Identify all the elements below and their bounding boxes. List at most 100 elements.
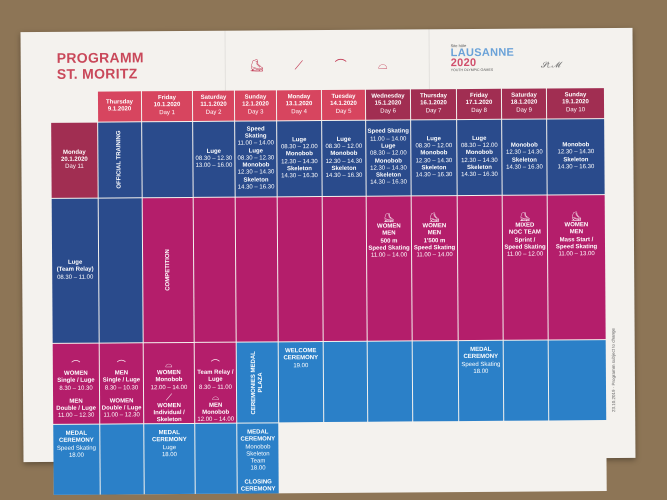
- ceremonies-cell: [100, 424, 144, 495]
- official-text: 14.30 – 16.30: [325, 172, 363, 180]
- ceremonies-text: CEREMONY: [283, 355, 319, 362]
- day-header: Friday 10.1.2020 Day 1: [141, 90, 193, 122]
- ceremonies-cell: WELCOME CEREMONY 19.00: [278, 342, 324, 423]
- competition-text: MEN: [427, 230, 442, 237]
- speed-skater-icon: ⛸: [519, 211, 531, 222]
- day-header: Saturday 18.1.2020 Day 9: [501, 88, 547, 119]
- ceremonies-cell: [503, 340, 549, 421]
- logo-subtitle: YOUTH OLYMPIC GAMES: [450, 67, 494, 73]
- official-text: Luge: [248, 147, 264, 155]
- day-header-day: Day 1: [159, 109, 175, 116]
- competition-text: 500 m: [380, 238, 398, 245]
- signature-mark: 𝓢t.𝓜: [540, 60, 561, 70]
- official-text: Luge: [206, 148, 222, 155]
- competition-cell: ⛸ WOMEN MEN 1'500 m Speed Skating 11.00 – 14.…: [411, 196, 458, 341]
- official-text: 12.30 – 14.30: [281, 158, 318, 165]
- ceremonies-cell: MEDAL CEREMONY Speed Skating 18.00: [458, 340, 504, 422]
- row-label-ceremonies: CEREMONIES MEDAL PLAZA: [236, 342, 279, 423]
- day-header-date: 9.1.2020: [107, 106, 132, 113]
- row-label-text: OFFICIAL TRAINING: [116, 130, 123, 190]
- luge-icon: ⌒: [116, 359, 126, 370]
- competition-text: 8.30 – 11.00: [199, 384, 232, 391]
- official-text: Luge: [472, 135, 487, 142]
- official-cell: Luge 08.30 – 12.00 Monobob 12.30 – 14.30 Ske…: [411, 120, 457, 196]
- day-header-date: 15.1.2020: [374, 100, 402, 108]
- speed-skater-icon: ⛸: [428, 212, 441, 223]
- day-header-day: Day 10: [566, 106, 586, 113]
- day-header: Sunday 19.1.2020 Day 10: [546, 88, 605, 119]
- day-header: Wednesday 15.1.2020 Day 6: [365, 89, 411, 120]
- monobob-icon: ⌓: [211, 391, 220, 402]
- competition-text: WOMEN: [564, 222, 589, 229]
- competition-text: MEN: [114, 370, 129, 377]
- ceremonies-cell: [323, 341, 368, 423]
- official-text: 11.00 – 14.00: [370, 136, 407, 143]
- official-text: 12.30 – 14.30: [415, 157, 453, 164]
- official-text: Luge: [426, 135, 441, 142]
- day-header-day: Day 5: [335, 108, 352, 115]
- official-text: 14.30 – 16.30: [415, 172, 453, 179]
- ceremonies-cell: MEDAL CEREMONY Monobob Skeleton Team 18.00 CLO…: [237, 423, 279, 495]
- day-header-day: Day 8: [471, 107, 487, 114]
- day-header: Sunday 12.1.2020 Day 3: [234, 90, 277, 121]
- lausanne-2020-logo: Site hôte LAUSANNE 2020 YOUTH OLYMPIC GA…: [451, 43, 521, 72]
- ceremonies-text: 18.00: [473, 368, 489, 375]
- ceremonies-cell: [548, 340, 607, 421]
- day-header-date: 10.1.2020: [153, 102, 181, 109]
- competition-text: 11.00 – 13.00: [558, 251, 595, 258]
- ceremonies-text: 18.00: [250, 465, 266, 473]
- official-text: 12.30 – 14.30: [461, 157, 498, 164]
- competition-cell: [322, 196, 367, 342]
- day-header-weekday: Friday: [157, 95, 176, 102]
- day-header-day: Day 7: [425, 107, 442, 114]
- header-corner: [51, 92, 97, 122]
- luge-icon: ⌒: [334, 57, 347, 72]
- competition-cell: ⌒ Team Relay / Luge 8.30 – 11.00 ⌓ MEN Monobob…: [194, 342, 237, 423]
- competition-text: 11.00 – 14.00: [416, 252, 453, 259]
- ceremonies-cell: MEDAL CEREMONY Speed Skating 18.00: [53, 424, 100, 496]
- day-header-day: Day 3: [247, 109, 264, 116]
- competition-text: MEN: [382, 230, 396, 237]
- program-sheet: PROGRAMM ST. MORITZ ⛸ ⟋ ⌒ ⌓ Site hôte LA…: [20, 27, 636, 496]
- official-text: 14.30 – 16.30: [281, 173, 318, 180]
- competition-cell: ⛸ MIXED NOC TEAM Sprint / Speed Skating 11.00…: [502, 195, 548, 340]
- luge-icon: ⌒: [71, 359, 81, 370]
- ceremonies-cell: [367, 341, 413, 422]
- day-header: Tuesday 14.1.2020 Day 5: [321, 89, 366, 121]
- row-label-text: COMPETITION: [164, 249, 171, 291]
- day-header-day: Day 4: [291, 108, 307, 115]
- day-header: Friday 17.1.2020 Day 8: [456, 88, 502, 120]
- day-header-day: Day 2: [205, 109, 222, 116]
- logo-wordmark: LAUSANNE 2020: [451, 47, 521, 69]
- day-header: Monday 20.1.2020 Day 11: [51, 122, 98, 198]
- ceremonies-text: Speed Skating: [56, 445, 96, 452]
- competition-text: 11.00 – 12.00: [506, 251, 544, 258]
- speed-skater-icon: ⛸: [383, 212, 395, 223]
- competition-text: MEN: [208, 402, 223, 409]
- official-text: Speed Skating: [244, 126, 267, 140]
- speed-skater-icon: ⛸: [249, 58, 265, 73]
- official-text: 12.30 – 14.30: [505, 149, 543, 156]
- competition-text: 8.30 – 10.30: [59, 385, 93, 392]
- ceremonies-cell: [412, 341, 459, 422]
- speed-skater-icon: ⛸: [570, 211, 583, 222]
- ceremonies-text: 18.00: [68, 452, 84, 459]
- row-label-official: OFFICIAL TRAINING: [98, 122, 142, 198]
- ceremonies-text: Speed Skating: [461, 361, 501, 368]
- competition-text: 8.30 – 10.30: [104, 384, 139, 392]
- day-header-date: 17.1.2020: [465, 100, 493, 107]
- competition-text: MIXED: [515, 222, 535, 229]
- day-header: Saturday 11.1.2020 Day 2: [192, 90, 235, 121]
- official-cell: Luge 08.30 – 12.00 Monobob 12.30 – 14.30 Ske…: [457, 119, 502, 196]
- competition-cell: ⌒ WOMEN Single / Luge 8.30 – 10.30 MEN Double…: [52, 343, 100, 424]
- official-text: Luge: [292, 136, 307, 143]
- title-line-2: ST. MORITZ: [56, 65, 138, 82]
- competition-text: MEN: [569, 229, 584, 236]
- ceremonies-text: 18.00: [161, 451, 177, 459]
- competition-cell: [277, 197, 323, 342]
- competition-cell: [235, 197, 278, 342]
- competition-text: 11.00 – 12.30: [58, 413, 95, 420]
- day-header-date: 14.1.2020: [330, 101, 357, 108]
- day-header-day: Day 6: [380, 108, 396, 115]
- official-text: Luge: [381, 143, 396, 150]
